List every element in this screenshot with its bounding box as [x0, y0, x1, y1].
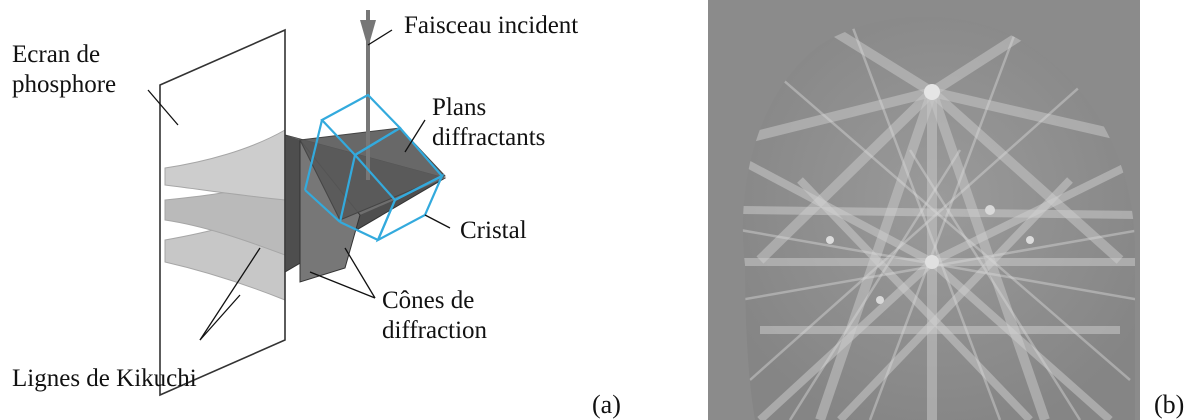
leader-lines — [147, 29, 451, 341]
incident-beam-arrowhead — [360, 20, 376, 48]
label-plans-line2: diffractants — [432, 124, 545, 151]
panel-b-kikuchi-pattern: (b) — [700, 0, 1200, 420]
label-cristal: Cristal — [460, 217, 527, 244]
pattern-pole-upper — [924, 84, 940, 100]
sublabel-b: (b) — [1154, 390, 1184, 419]
sublabel-a: (a) — [592, 390, 621, 419]
label-faisceau-incident: Faisceau incident — [404, 12, 578, 39]
label-cones-line1: Cônes de — [382, 287, 474, 314]
panel-a-schematic: Faisceau incident Ecran de phosphore Pla… — [12, 10, 621, 419]
label-ecran-line2: phosphore — [12, 71, 116, 98]
schematic-svg: Faisceau incident Ecran de phosphore Pla… — [12, 10, 621, 419]
pattern-pole-center — [925, 255, 939, 269]
kikuchi-bands — [742, 16, 1135, 420]
phosphor-screen — [159, 28, 286, 397]
label-ecran-line1: Ecran de — [12, 41, 100, 68]
label-kikuchi: Lignes de Kikuchi — [12, 365, 197, 392]
kikuchi-pattern-svg: (b) — [708, 0, 1184, 420]
crystal-cube — [303, 93, 445, 243]
label-plans-line1: Plans — [432, 94, 486, 121]
label-cones-line2: diffraction — [382, 317, 488, 344]
